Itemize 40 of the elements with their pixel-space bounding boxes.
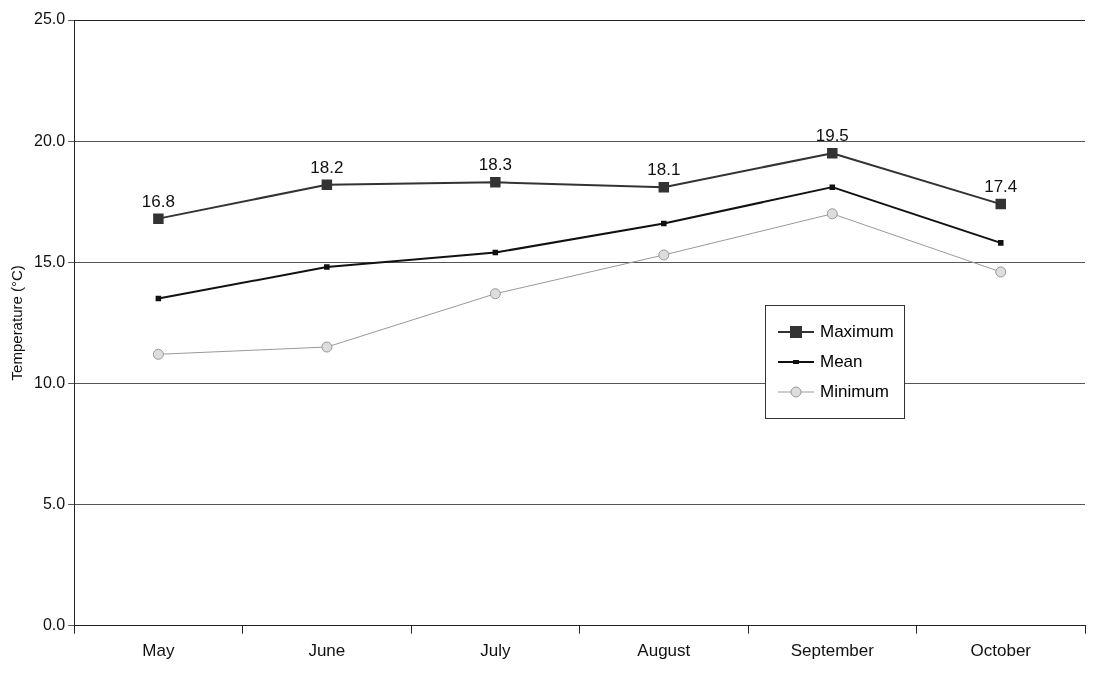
- legend-label: Minimum: [820, 382, 889, 402]
- point: [995, 198, 1006, 210]
- point: [490, 177, 501, 188]
- point: [997, 240, 1004, 246]
- point: [152, 348, 164, 360]
- point: [324, 264, 330, 270]
- data-label: 18.1: [647, 160, 681, 180]
- point: [658, 249, 670, 261]
- y-tick-label: 10.0: [34, 373, 66, 391]
- y-tick-label: 15.0: [34, 252, 66, 270]
- x-tick-label: May: [142, 641, 175, 661]
- data-label: 18.2: [310, 157, 344, 177]
- x-tick-label: July: [480, 641, 511, 661]
- data-label: 19.5: [815, 126, 849, 146]
- x-tick-label: August: [637, 641, 691, 661]
- data-label: 17.4: [984, 177, 1018, 197]
- y-tick-label: 5.0: [42, 494, 66, 512]
- point: [492, 249, 499, 256]
- y-tick-label: 0.0: [42, 616, 66, 634]
- point: [827, 147, 838, 159]
- x-tick-label: September: [790, 641, 875, 661]
- x-tick-label: October: [970, 641, 1032, 661]
- point: [321, 179, 333, 190]
- point: [155, 295, 162, 302]
- point: [995, 266, 1007, 278]
- data-label: 18.3: [478, 155, 512, 175]
- y-axis-title: Temperature (°C): [8, 265, 26, 381]
- point: [321, 341, 333, 353]
- point: [826, 208, 838, 220]
- y-tick-label: 25.0: [34, 10, 66, 28]
- legend-label: Mean: [820, 352, 863, 372]
- point: [658, 181, 670, 193]
- x-tick-label: June: [308, 641, 346, 661]
- point: [153, 213, 164, 224]
- data-label: 16.8: [141, 191, 175, 211]
- point: [661, 220, 667, 227]
- legend-label: Maximum: [820, 322, 894, 342]
- point: [489, 288, 501, 300]
- y-tick-label: 20.0: [34, 131, 66, 149]
- point: [829, 184, 836, 190]
